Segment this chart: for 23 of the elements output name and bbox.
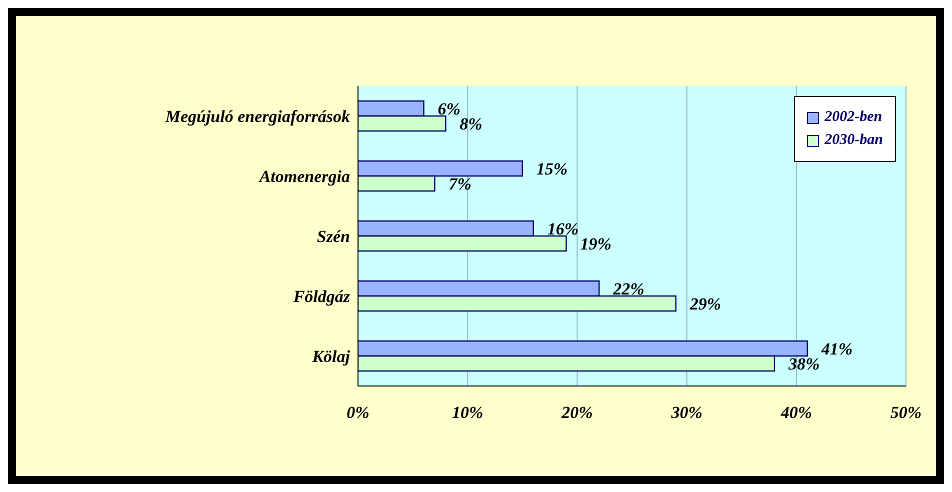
x-tick-label: 20% <box>560 403 593 422</box>
data-label: 15% <box>536 160 568 178</box>
legend-label: 2002-ben <box>824 109 882 126</box>
y-tick-label: Kölaj <box>311 347 350 366</box>
y-tick-label: Megújuló energiaforrások <box>164 107 350 126</box>
y-tick-label: Földgáz <box>292 287 350 306</box>
data-label: 6% <box>438 100 460 118</box>
data-label: 19% <box>580 234 612 254</box>
data-label: 38% <box>787 354 820 374</box>
x-tick-label: 40% <box>780 403 812 422</box>
x-tick-label: 0% <box>346 403 370 422</box>
y-tick-label: Atomenergia <box>258 167 350 186</box>
data-label: 41% <box>820 340 853 358</box>
x-tick-label: 30% <box>670 403 702 422</box>
legend-label: 2030-ban <box>824 132 883 149</box>
data-label: 29% <box>688 294 722 314</box>
data-label: 7% <box>448 174 472 194</box>
x-tick-label: 50% <box>890 403 922 422</box>
data-label: 8% <box>460 114 482 134</box>
data-label: 22% <box>612 280 644 298</box>
data-label: 16% <box>547 220 579 238</box>
x-tick-label: 10% <box>452 403 484 422</box>
y-tick-label: Szén <box>316 227 350 246</box>
